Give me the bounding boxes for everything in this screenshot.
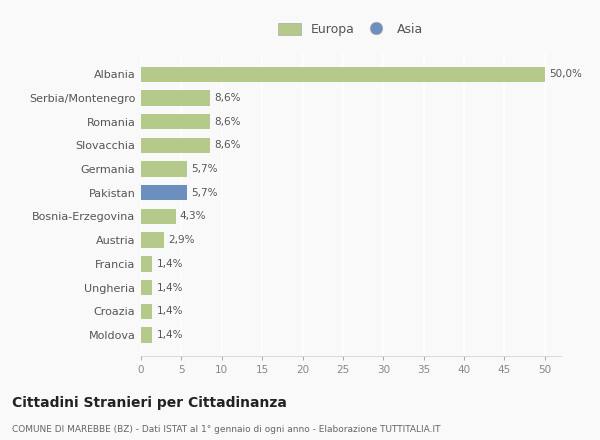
Bar [141,90,211,106]
Text: 1,4%: 1,4% [157,330,183,340]
Bar [141,209,176,224]
Bar [141,185,187,201]
Text: 2,9%: 2,9% [169,235,195,245]
Text: 8,6%: 8,6% [215,93,241,103]
Text: 1,4%: 1,4% [157,259,183,269]
Bar [141,161,187,177]
Legend: Europa, Asia: Europa, Asia [275,20,427,40]
Bar [141,304,152,319]
Bar [141,138,211,153]
Bar [141,327,152,343]
Text: 5,7%: 5,7% [191,164,218,174]
Bar [141,114,211,129]
Bar [141,66,545,82]
Text: 1,4%: 1,4% [157,306,183,316]
Text: 1,4%: 1,4% [157,282,183,293]
Text: COMUNE DI MAREBBE (BZ) - Dati ISTAT al 1° gennaio di ogni anno - Elaborazione TU: COMUNE DI MAREBBE (BZ) - Dati ISTAT al 1… [12,425,440,434]
Bar [141,280,152,295]
Text: 8,6%: 8,6% [215,117,241,127]
Text: Cittadini Stranieri per Cittadinanza: Cittadini Stranieri per Cittadinanza [12,396,287,410]
Text: 8,6%: 8,6% [215,140,241,150]
Bar [141,232,164,248]
Bar [141,256,152,271]
Text: 5,7%: 5,7% [191,188,218,198]
Text: 4,3%: 4,3% [180,212,206,221]
Text: 50,0%: 50,0% [549,69,582,79]
